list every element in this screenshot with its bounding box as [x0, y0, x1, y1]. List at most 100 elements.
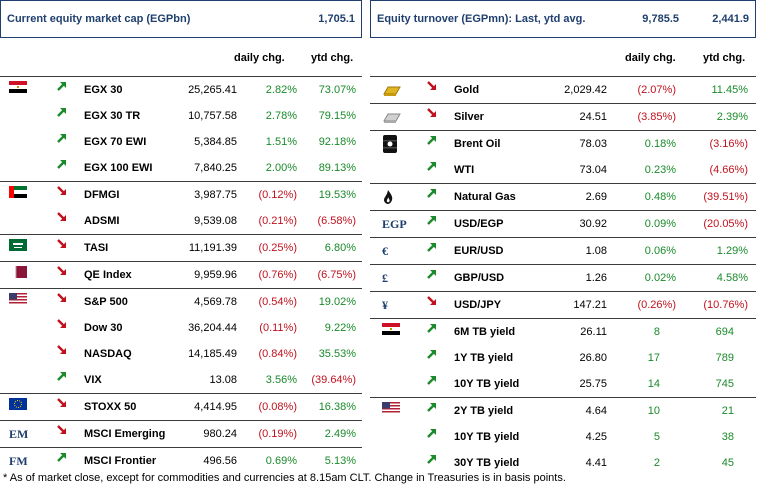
arrow-up-icon — [425, 450, 439, 464]
row-daily-change: 0.69% — [265, 455, 297, 467]
equity-turnover-title: Equity turnover (EGPmn): Last, ytd avg. — [377, 13, 586, 25]
row-value: 9,959.96 — [194, 269, 237, 281]
row-group: € EUR/USD 1.08 0.06% 1.29% — [370, 237, 756, 264]
row-value: 980.24 — [203, 428, 237, 440]
row-name: MSCI Emerging — [84, 428, 166, 440]
row-value: 147.21 — [573, 299, 607, 311]
table-row: 30Y TB yield 4.41 2 45 — [370, 450, 756, 476]
row-value: 24.51 — [579, 111, 607, 123]
arrow-up-icon — [425, 238, 439, 252]
arrow-down-icon — [55, 235, 69, 249]
row-ytd-change: (10.76%) — [703, 299, 748, 311]
row-group: 2Y TB yield 4.64 10 21 10Y TB yield 4.25 5 38 30… — [370, 397, 756, 476]
gas-icon — [382, 189, 400, 204]
row-daily-change: 1.51% — [265, 136, 297, 148]
row-ytd-change: (6.75%) — [317, 269, 356, 281]
qatar-icon — [9, 262, 27, 278]
arrow-up-icon — [425, 157, 439, 171]
row-name: 30Y TB yield — [454, 457, 520, 469]
row-ytd-change: 73.07% — [318, 84, 356, 96]
table-row: EGX 70 EWI 5,384.85 1.51% 92.18% — [0, 129, 362, 155]
row-value: 4.41 — [585, 457, 607, 469]
symbol-icon: EGP — [382, 217, 407, 231]
equity-turnover-header: Equity turnover (EGPmn): Last, ytd avg. … — [370, 0, 756, 38]
equity-market-cap-title: Current equity market cap (EGPbn) — [7, 13, 191, 25]
table-row: € EUR/USD 1.08 0.06% 1.29% — [370, 238, 756, 264]
row-value: 9,539.08 — [194, 215, 237, 227]
row-daily-change: (0.26%) — [637, 299, 676, 311]
row-value: 78.03 — [579, 138, 607, 150]
row-value: 7,840.25 — [194, 162, 237, 174]
row-ytd-change: 2.39% — [716, 111, 748, 123]
row-ytd-change: 745 — [715, 378, 734, 390]
table-row: Dow 30 36,204.44 (0.11%) 9.22% — [0, 315, 362, 341]
row-ytd-change: (20.05%) — [703, 218, 748, 230]
row-name: WTI — [454, 164, 475, 176]
table-row: EGX 30 25,265.41 2.82% 73.07% — [0, 77, 362, 103]
row-name: USD/EGP — [454, 218, 504, 230]
row-value: 1.26 — [585, 272, 607, 284]
row-value: 25,265.41 — [188, 84, 237, 96]
row-ytd-change: 35.53% — [318, 348, 356, 360]
row-ytd-change: 45 — [721, 457, 734, 469]
row-value: 26.80 — [579, 352, 607, 364]
row-group: EGX 30 25,265.41 2.82% 73.07% EGX 30 TR 10,75… — [0, 76, 362, 181]
uae-icon — [9, 182, 27, 198]
row-name: 10Y TB yield — [454, 431, 520, 443]
row-value: 496.56 — [203, 455, 237, 467]
table-row: 10Y TB yield 4.25 5 38 — [370, 424, 756, 450]
row-daily-change: 8 — [653, 326, 660, 338]
row-name: EGX 100 EWI — [84, 162, 153, 174]
arrow-down-icon — [55, 289, 69, 303]
row-daily-change: (0.76%) — [258, 269, 297, 281]
row-daily-change: 0.09% — [644, 218, 676, 230]
row-ytd-change: (4.66%) — [709, 164, 748, 176]
row-group: DFMGI 3,987.75 (0.12%) 19.53% ADSMI 9,539.08 (… — [0, 181, 362, 234]
row-name: TASI — [84, 242, 109, 254]
row-group: EM MSCI Emerging 980.24 (0.19%) 2.49% — [0, 420, 362, 447]
row-name: MSCI Frontier — [84, 455, 157, 467]
row-group: ¥ USD/JPY 147.21 (0.26%) (10.76%) — [370, 291, 756, 318]
row-daily-change: (0.21%) — [258, 215, 297, 227]
daily-change-header: daily chg. — [625, 52, 676, 64]
row-daily-change: 10 — [647, 405, 660, 417]
ytd-change-header: ytd chg. — [703, 52, 746, 64]
row-name: EGX 30 TR — [84, 110, 141, 122]
table-row: 6M TB yield 26.11 8 694 — [370, 319, 756, 345]
row-daily-change: (3.85%) — [637, 111, 676, 123]
table-row: EGX 30 TR 10,757.58 2.78% 79.15% — [0, 103, 362, 129]
row-ytd-change: (39.64%) — [311, 374, 356, 386]
arrow-down-icon — [55, 421, 69, 435]
row-group: FM MSCI Frontier 496.56 0.69% 5.13% — [0, 447, 362, 474]
arrow-up-icon — [55, 77, 69, 91]
row-daily-change: 0.48% — [644, 191, 676, 203]
row-daily-change: (0.25%) — [258, 242, 297, 254]
saudi-icon — [9, 235, 27, 251]
symbol-icon: £ — [382, 271, 388, 285]
right-column-headers: daily chg. ytd chg. — [370, 38, 756, 76]
row-ytd-change: 79.15% — [318, 110, 356, 122]
row-daily-change: 0.06% — [644, 245, 676, 257]
row-ytd-change: 6.80% — [324, 242, 356, 254]
row-value: 25.75 — [579, 378, 607, 390]
row-name: Silver — [454, 111, 484, 123]
arrow-down-icon — [425, 104, 439, 118]
arrow-up-icon — [425, 131, 439, 145]
eu-icon — [9, 394, 27, 410]
arrow-down-icon — [425, 292, 439, 306]
table-row: EGX 100 EWI 7,840.25 2.00% 89.13% — [0, 155, 362, 181]
row-value: 4.64 — [585, 405, 607, 417]
commodities-panel: Equity turnover (EGPmn): Last, ytd avg. … — [370, 0, 756, 476]
usa-icon — [382, 398, 400, 414]
turnover-last-value: 9,785.5 — [642, 13, 679, 25]
row-value: 3,987.75 — [194, 189, 237, 201]
table-row: WTI 73.04 0.23% (4.66%) — [370, 157, 756, 183]
row-name: QE Index — [84, 269, 132, 281]
table-row: VIX 13.08 3.56% (39.64%) — [0, 367, 362, 393]
row-ytd-change: 16.38% — [318, 401, 356, 413]
row-daily-change: 17 — [647, 352, 660, 364]
arrow-up-icon — [425, 184, 439, 198]
row-name: GBP/USD — [454, 272, 505, 284]
row-name: 1Y TB yield — [454, 352, 514, 364]
row-daily-change: 5 — [653, 431, 660, 443]
